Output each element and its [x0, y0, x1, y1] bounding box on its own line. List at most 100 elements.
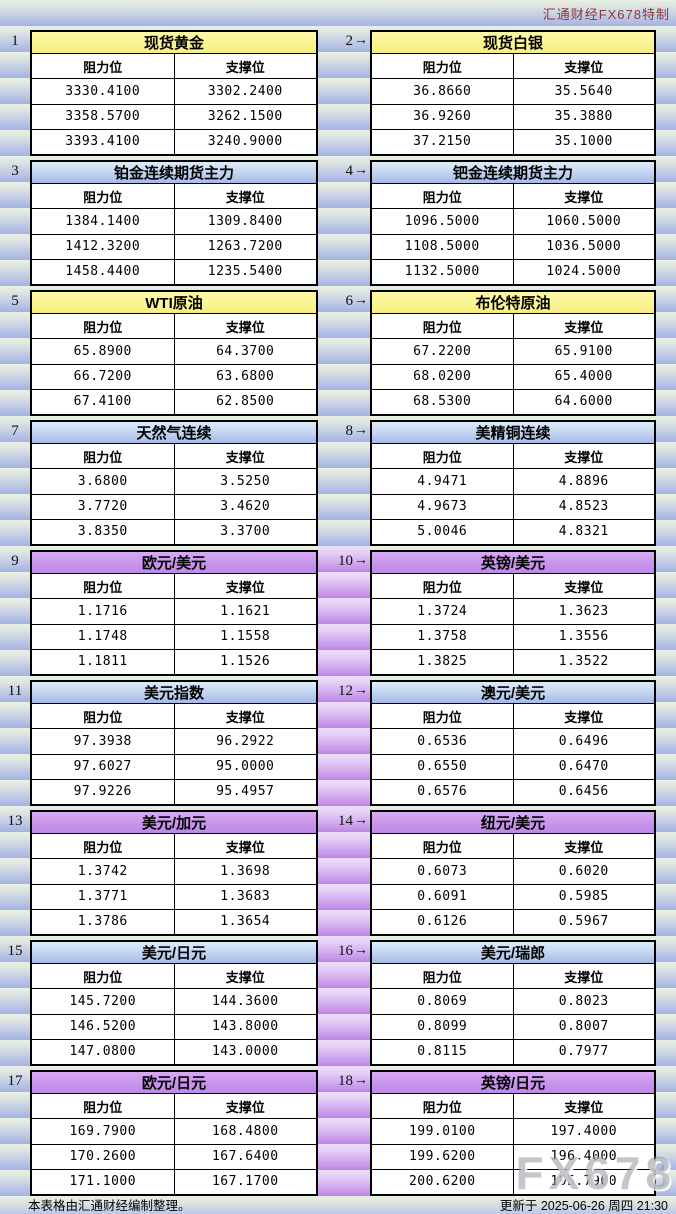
section-number: 4 [345, 162, 354, 179]
support-value: 1.1526 [220, 654, 271, 670]
section-row: 3 铂金连续期货主力 阻力位 支撑位 1384.1400 1309.8400 1… [0, 156, 676, 286]
table-row: 147.0800 143.0000 [32, 1039, 316, 1064]
resistance-value: 67.4100 [32, 389, 175, 414]
section-number: 2 [345, 32, 354, 49]
table-row: 1132.5000 1024.5000 [372, 259, 654, 284]
resistance-value: 1.3758 [372, 624, 514, 649]
table-row: 37.2150 35.1000 [372, 129, 654, 154]
section-number-label: 14 → [318, 810, 370, 832]
table-title: 铂金连续期货主力 [32, 162, 316, 184]
table-row: 36.9260 35.3880 [372, 104, 654, 130]
resistance-value: 3358.5700 [32, 104, 175, 129]
col-header-support: 支撑位 [564, 449, 604, 465]
instrument-table-left: WTI原油 阻力位 支撑位 65.8900 64.3700 66.7200 63… [30, 290, 318, 416]
support-value: 3240.9000 [207, 134, 283, 150]
right-margin [656, 1066, 676, 1196]
right-margin [656, 286, 676, 416]
instrument-table-left: 欧元/日元 阻力位 支撑位 169.7900 168.4800 170.2600… [30, 1070, 318, 1196]
col-header-resistance: 阻力位 [372, 184, 514, 209]
right-arrow-icon: → [354, 33, 368, 48]
instrument-table-right: 美精铜连续 阻力位 支撑位 4.9471 4.8896 4.9673 4.852… [370, 420, 656, 546]
column-header-row: 阻力位 支撑位 [372, 704, 654, 730]
middle-gutter: 8 → [318, 416, 370, 546]
column-header-row: 阻力位 支撑位 [32, 314, 316, 340]
right-margin [656, 936, 676, 1066]
section-row: 1 现货黄金 阻力位 支撑位 3330.4100 3302.2400 3358.… [0, 26, 676, 156]
section-number-label: 4 → [318, 160, 370, 182]
column-header-row: 阻力位 支撑位 [372, 574, 654, 600]
table-row: 67.4100 62.8500 [32, 389, 316, 414]
col-header-support: 支撑位 [225, 59, 265, 75]
section-number-label: 1 [11, 32, 19, 49]
resistance-value: 3.8350 [32, 519, 175, 544]
col-header-support: 支撑位 [225, 1099, 265, 1115]
col-header-support: 支撑位 [225, 839, 265, 855]
support-value: 0.5985 [558, 889, 609, 905]
middle-gutter: 2 → [318, 26, 370, 156]
column-header-row: 阻力位 支撑位 [32, 834, 316, 860]
support-value: 0.8007 [558, 1019, 609, 1035]
resistance-value: 67.2200 [372, 339, 514, 364]
instrument-table-right: 钯金连续期货主力 阻力位 支撑位 1096.5000 1060.5000 110… [370, 160, 656, 286]
support-value: 1.3698 [220, 863, 271, 879]
resistance-value: 169.7900 [32, 1119, 175, 1144]
table-title: 美精铜连续 [372, 422, 654, 444]
resistance-value: 36.8660 [372, 79, 514, 104]
section-number-label: 16 → [318, 940, 370, 962]
col-header-resistance: 阻力位 [32, 54, 175, 79]
table-row: 97.9226 95.4957 [32, 779, 316, 804]
table-row: 1096.5000 1060.5000 [372, 209, 654, 235]
resistance-value: 1.1748 [32, 624, 175, 649]
support-value: 65.4000 [554, 369, 613, 385]
support-value: 0.6020 [558, 863, 609, 879]
column-header-row: 阻力位 支撑位 [372, 964, 654, 990]
col-header-resistance: 阻力位 [32, 834, 175, 859]
section-number-label: 12 → [318, 680, 370, 702]
table-row: 200.6200 195.7900 [372, 1169, 654, 1194]
col-header-resistance: 阻力位 [32, 1094, 175, 1119]
support-value: 3.4620 [220, 499, 271, 515]
resistance-value: 0.6126 [372, 909, 514, 934]
table-row: 0.6073 0.6020 [372, 859, 654, 885]
support-value: 63.6800 [216, 369, 275, 385]
right-arrow-icon: → [354, 553, 368, 568]
resistance-value: 0.8099 [372, 1014, 514, 1039]
resistance-value: 0.6550 [372, 754, 514, 779]
left-number-column: 9 [0, 546, 30, 676]
footer-source-note: 本表格由汇通财经编制整理。 [28, 1198, 191, 1213]
right-arrow-icon: → [354, 1073, 368, 1088]
section-number-label: 9 [11, 552, 19, 569]
column-header-row: 阻力位 支撑位 [32, 444, 316, 470]
resistance-value: 147.0800 [32, 1039, 175, 1064]
section-number-label: 5 [11, 292, 19, 309]
table-row: 3393.4100 3240.9000 [32, 129, 316, 154]
support-value: 35.5640 [554, 83, 613, 99]
support-value: 0.8023 [558, 993, 609, 1009]
support-value: 0.5967 [558, 914, 609, 930]
section-row: 15 美元/日元 阻力位 支撑位 145.7200 144.3600 146.5… [0, 936, 676, 1066]
section-number: 16 [338, 942, 353, 959]
table-row: 65.8900 64.3700 [32, 339, 316, 365]
middle-gutter: 16 → [318, 936, 370, 1066]
left-number-column: 7 [0, 416, 30, 546]
table-row: 3358.5700 3262.1500 [32, 104, 316, 130]
resistance-value: 1.3786 [32, 909, 175, 934]
table-row: 1384.1400 1309.8400 [32, 209, 316, 235]
section-number: 12 [338, 682, 353, 699]
support-value: 1263.7200 [207, 239, 283, 255]
middle-gutter: 4 → [318, 156, 370, 286]
sections-grid: 1 现货黄金 阻力位 支撑位 3330.4100 3302.2400 3358.… [0, 26, 676, 1196]
table-title: WTI原油 [32, 292, 316, 314]
resistance-value: 1384.1400 [32, 209, 175, 234]
instrument-table-right: 英镑/美元 阻力位 支撑位 1.3724 1.3623 1.3758 1.355… [370, 550, 656, 676]
resistance-value: 0.6091 [372, 884, 514, 909]
resistance-value: 1096.5000 [372, 209, 514, 234]
table-row: 67.2200 65.9100 [372, 339, 654, 365]
support-value: 35.3880 [554, 109, 613, 125]
section-number: 6 [345, 292, 354, 309]
resistance-value: 1.1811 [32, 649, 175, 674]
col-header-resistance: 阻力位 [32, 444, 175, 469]
column-header-row: 阻力位 支撑位 [32, 704, 316, 730]
col-header-support: 支撑位 [225, 189, 265, 205]
col-header-resistance: 阻力位 [372, 834, 514, 859]
